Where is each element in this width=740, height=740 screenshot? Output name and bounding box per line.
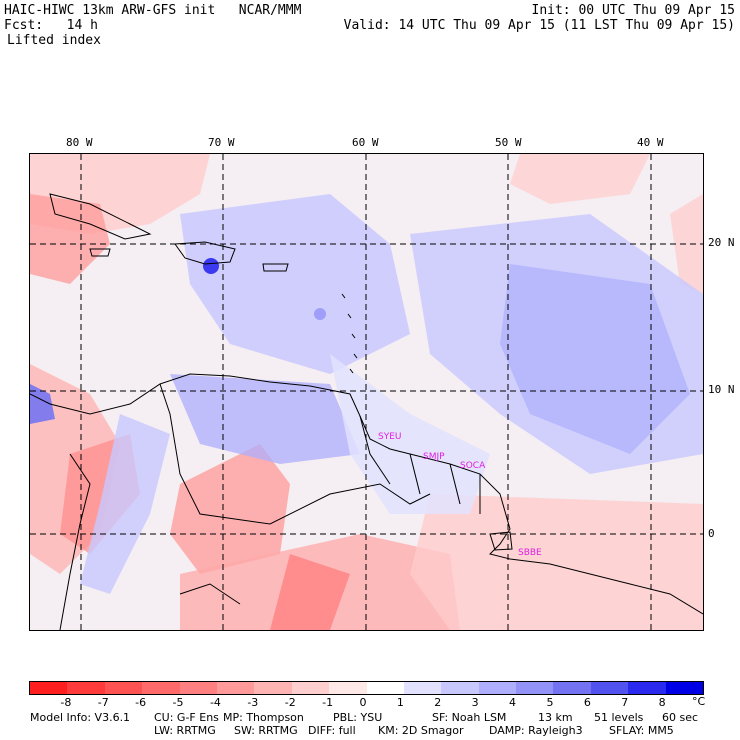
lat-label-0: 0 bbox=[708, 527, 715, 540]
colorbar-tick-label: -4 bbox=[209, 696, 221, 709]
colorbar-swatch bbox=[254, 682, 292, 694]
colorbar-tick-label: 2 bbox=[434, 696, 442, 709]
colorbar-tick-label: 1 bbox=[396, 696, 404, 709]
header-title: HAIC-HIWC 13km ARW-GFS init NCAR/MMM bbox=[4, 3, 302, 18]
colorbar-swatch bbox=[179, 682, 217, 694]
footer-cu: CU: G-F Ens bbox=[154, 711, 219, 724]
colorbar-tick-label: -3 bbox=[247, 696, 259, 709]
colorbar-tick-label: 4 bbox=[509, 696, 517, 709]
colorbar-tick-label: 6 bbox=[583, 696, 591, 709]
footer-mp: MP: Thompson bbox=[223, 711, 304, 724]
colorbar-tick-label: 3 bbox=[471, 696, 479, 709]
header-field-name: Lifted index bbox=[7, 33, 101, 48]
colorbar-swatch bbox=[516, 682, 554, 694]
colorbar-unit: °C bbox=[692, 695, 706, 708]
footer-levels: 51 levels bbox=[594, 711, 644, 724]
colorbar-tick-label: 8 bbox=[658, 696, 666, 709]
map-panel bbox=[29, 153, 704, 631]
colorbar-swatch bbox=[478, 682, 517, 694]
footer-lw: LW: RRTMG bbox=[154, 724, 216, 737]
lifted-index-field bbox=[30, 154, 703, 630]
colorbar-tick-label: 7 bbox=[621, 696, 629, 709]
footer-sflay: SFLAY: MM5 bbox=[609, 724, 674, 737]
footer-timestep: 60 sec bbox=[662, 711, 699, 724]
lat-label-20n: 20 N bbox=[708, 236, 735, 249]
colorbar-tick-label: 0 bbox=[359, 696, 367, 709]
header-forecast-hour: Fcst: 14 h bbox=[4, 18, 98, 33]
colorbar-swatch bbox=[441, 682, 479, 694]
lon-label-40w: 40 W bbox=[637, 136, 664, 149]
lon-label-80w: 80 W bbox=[66, 136, 93, 149]
colorbar-tick-label: -8 bbox=[60, 696, 72, 709]
footer-sf: SF: Noah LSM bbox=[432, 711, 507, 724]
colorbar-swatch bbox=[142, 682, 180, 694]
colorbar-tick-label: -1 bbox=[322, 696, 334, 709]
colorbar-tick-label: -6 bbox=[135, 696, 147, 709]
station-label-syeu: SYEU bbox=[378, 432, 402, 442]
colorbar-tick-label: -5 bbox=[172, 696, 184, 709]
station-label-smjp: SMJP bbox=[423, 452, 445, 462]
colorbar-swatch bbox=[553, 682, 591, 694]
header-init-time: Init: 00 UTC Thu 09 Apr 15 bbox=[531, 3, 736, 18]
colorbar-swatch bbox=[30, 682, 68, 694]
colorbar-swatch bbox=[403, 682, 442, 694]
colorbar-tick-label: 5 bbox=[546, 696, 554, 709]
colorbar-tick-label: -2 bbox=[284, 696, 296, 709]
footer-km: KM: 2D Smagor bbox=[378, 724, 464, 737]
footer-resolution: 13 km bbox=[538, 711, 573, 724]
footer-pbl: PBL: YSU bbox=[333, 711, 383, 724]
lon-label-60w: 60 W bbox=[352, 136, 379, 149]
colorbar-swatch bbox=[590, 682, 629, 694]
lon-label-70w: 70 W bbox=[208, 136, 235, 149]
colorbar-swatch bbox=[216, 682, 255, 694]
colorbar-swatch bbox=[104, 682, 143, 694]
colorbar bbox=[29, 681, 704, 695]
header-valid-time: Valid: 14 UTC Thu 09 Apr 15 (11 LST Thu … bbox=[343, 18, 735, 33]
footer-model-info: Model Info: V3.6.1 bbox=[30, 711, 131, 724]
colorbar-swatch bbox=[366, 682, 404, 694]
lat-label-10n: 10 N bbox=[708, 383, 735, 396]
lon-label-50w: 50 W bbox=[495, 136, 522, 149]
colorbar-tick-label: -7 bbox=[97, 696, 109, 709]
colorbar-swatch bbox=[665, 682, 704, 694]
footer-sw: SW: RRTMG bbox=[234, 724, 298, 737]
footer-damp: DAMP: Rayleigh3 bbox=[489, 724, 583, 737]
colorbar-swatch bbox=[329, 682, 367, 694]
station-label-sbbe: SBBE bbox=[518, 548, 542, 558]
colorbar-swatch bbox=[628, 682, 666, 694]
station-label-soca: SOCA bbox=[460, 461, 486, 471]
footer-diff: DIFF: full bbox=[308, 724, 356, 737]
colorbar-swatch bbox=[67, 682, 105, 694]
colorbar-swatch bbox=[291, 682, 330, 694]
